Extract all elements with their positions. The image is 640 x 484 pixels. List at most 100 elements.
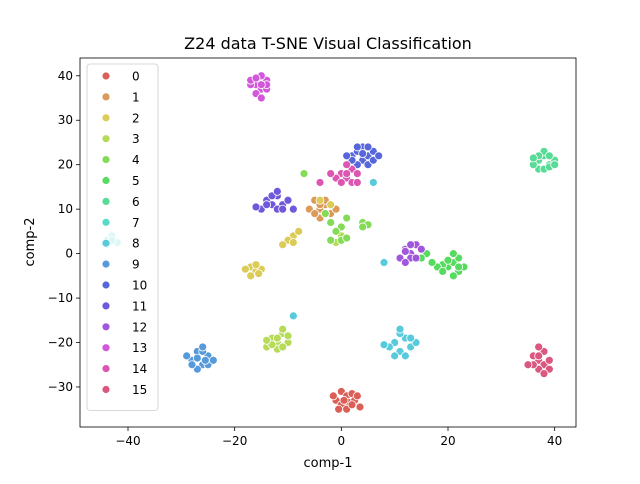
data-point xyxy=(390,351,400,361)
series-11 xyxy=(251,186,298,214)
data-point xyxy=(454,262,464,272)
data-point xyxy=(326,200,336,210)
data-point xyxy=(411,253,421,263)
y-axis-label: comp-2 xyxy=(23,218,38,267)
legend-label: 7 xyxy=(132,216,140,230)
data-point xyxy=(299,169,309,178)
series-9 xyxy=(182,342,218,374)
data-point xyxy=(352,169,362,178)
y-tick-label: −30 xyxy=(48,380,73,394)
data-point xyxy=(246,271,256,281)
data-point xyxy=(339,395,349,405)
data-point xyxy=(443,255,453,265)
legend-label: 9 xyxy=(132,258,140,272)
data-point xyxy=(395,324,405,334)
data-point xyxy=(342,233,352,243)
data-point xyxy=(358,149,368,158)
legend-marker xyxy=(101,71,111,81)
y-tick-label: −10 xyxy=(48,291,73,305)
data-point xyxy=(251,73,261,83)
legend-item: 5 xyxy=(101,174,140,188)
data-point xyxy=(352,178,362,187)
legend-label: 4 xyxy=(132,153,140,167)
data-point xyxy=(544,355,554,365)
data-point xyxy=(352,391,362,401)
legend-item: 9 xyxy=(101,258,140,272)
data-point xyxy=(342,213,352,223)
data-point xyxy=(251,260,261,270)
legend-item: 2 xyxy=(101,111,140,125)
points-layer xyxy=(102,71,560,414)
chart-title: Z24 data T-SNE Visual Classification xyxy=(184,34,472,53)
data-point xyxy=(400,351,410,361)
series-4 xyxy=(299,169,373,245)
data-point xyxy=(272,333,282,343)
data-point xyxy=(416,244,426,254)
legend-item: 15 xyxy=(101,383,147,397)
legend-item: 3 xyxy=(101,132,140,146)
data-point xyxy=(326,218,336,227)
legend-item: 0 xyxy=(101,70,140,84)
series-14 xyxy=(315,160,362,187)
legend-marker xyxy=(101,259,111,269)
legend-marker xyxy=(101,92,111,102)
data-point xyxy=(539,369,549,379)
data-point xyxy=(523,360,533,370)
series-6 xyxy=(528,146,560,174)
legend-marker xyxy=(101,217,111,227)
legend-label: 10 xyxy=(132,279,147,293)
data-point xyxy=(208,355,218,365)
legend-frame xyxy=(86,63,159,411)
data-point xyxy=(328,391,338,401)
legend-marker xyxy=(101,134,111,144)
legend-label: 13 xyxy=(132,341,147,355)
data-point xyxy=(352,142,362,152)
data-point xyxy=(379,258,389,267)
x-tick-label: −20 xyxy=(222,434,247,448)
series-3 xyxy=(262,231,346,354)
data-point xyxy=(320,209,330,219)
legend-marker xyxy=(101,322,111,332)
legend-marker xyxy=(101,301,111,311)
legend-label: 1 xyxy=(132,90,140,104)
data-point xyxy=(254,269,264,279)
x-axis-label: comp-1 xyxy=(304,456,353,471)
data-point xyxy=(283,195,293,205)
data-point xyxy=(278,324,288,334)
y-tick-label: −20 xyxy=(48,336,73,350)
data-point xyxy=(544,151,554,161)
data-point xyxy=(347,400,357,410)
series-2 xyxy=(240,195,336,281)
data-point xyxy=(200,355,210,365)
data-point xyxy=(326,169,336,178)
legend-item: 11 xyxy=(101,299,147,313)
legend-marker xyxy=(101,155,111,165)
data-point xyxy=(368,178,378,187)
legend-item: 4 xyxy=(101,153,140,167)
legend-item: 10 xyxy=(101,279,147,293)
data-point xyxy=(448,249,458,259)
legend-label: 8 xyxy=(132,237,140,251)
data-point xyxy=(358,222,368,232)
data-point xyxy=(448,271,458,281)
data-point xyxy=(288,238,298,247)
y-tick-label: 0 xyxy=(65,247,73,261)
data-point xyxy=(272,186,282,196)
legend-marker xyxy=(101,364,111,374)
y-tick-label: 20 xyxy=(58,158,73,172)
series-10 xyxy=(342,142,384,170)
data-point xyxy=(278,204,288,214)
data-point xyxy=(363,142,373,152)
legend-marker xyxy=(101,196,111,206)
data-point xyxy=(278,240,288,250)
data-point xyxy=(379,340,389,350)
plot-frame xyxy=(79,57,577,428)
data-point xyxy=(400,246,410,256)
legend-label: 15 xyxy=(132,383,147,397)
data-point xyxy=(256,93,266,103)
data-point xyxy=(240,264,250,274)
x-tick-label: 0 xyxy=(338,434,346,448)
